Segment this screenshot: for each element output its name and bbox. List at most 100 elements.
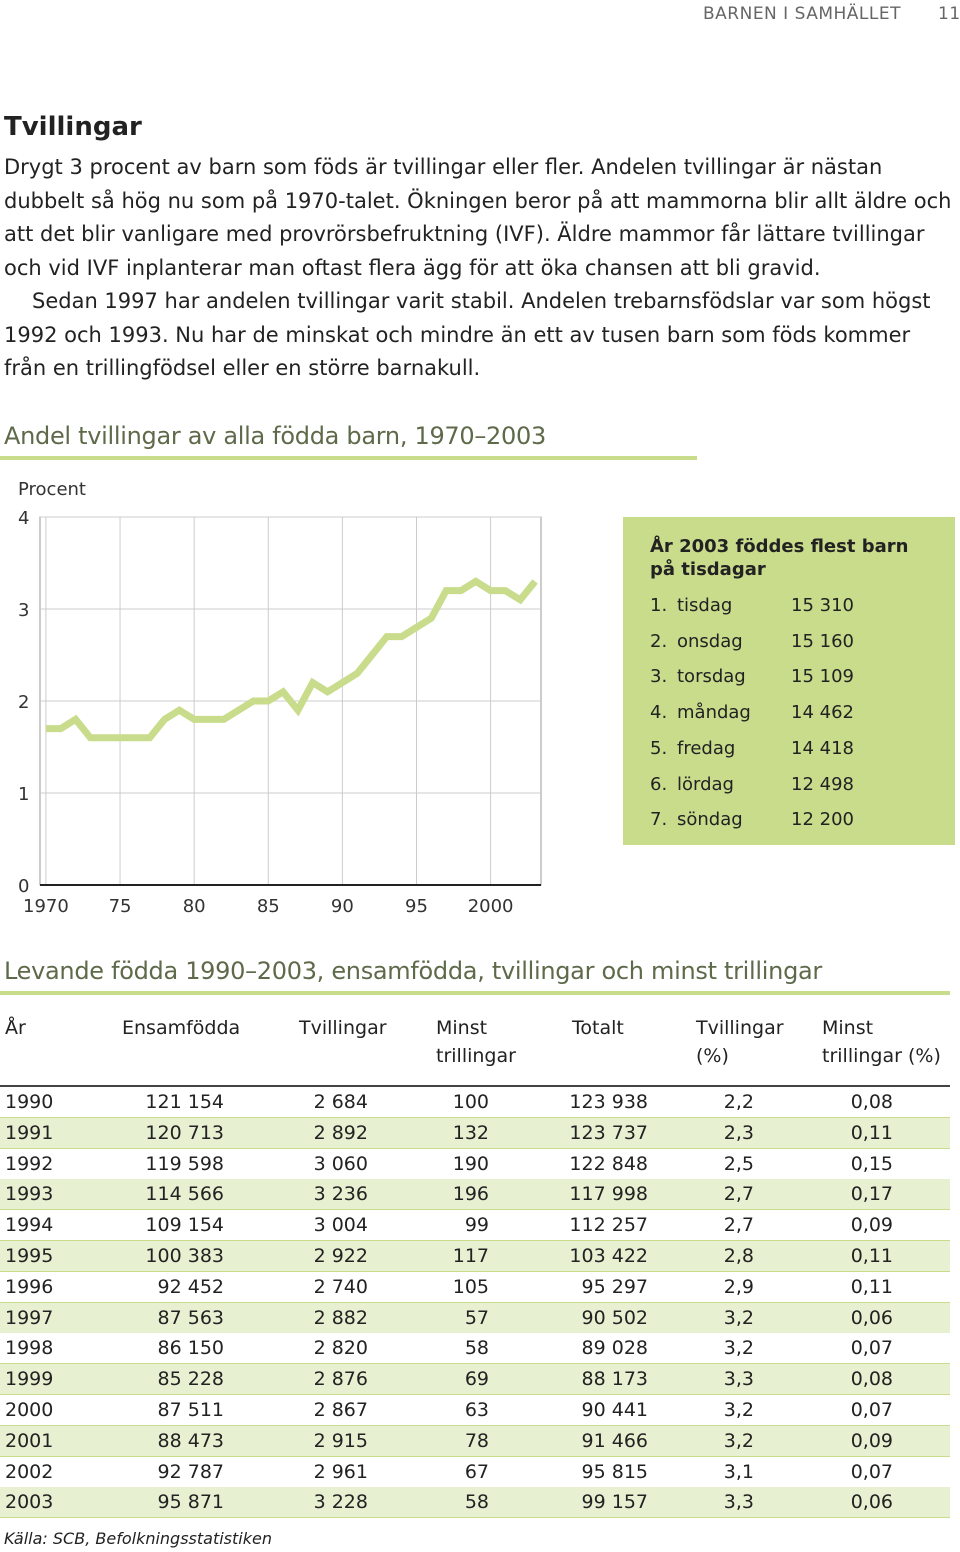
year-cell: 1996	[5, 1275, 54, 1298]
number-cell: 2,3	[723, 1121, 754, 1144]
number-cell: 99	[464, 1214, 489, 1237]
number-cell: 78	[464, 1429, 489, 1452]
box-title: År 2003 föddes flest barn på tisdagar	[650, 536, 909, 580]
number-cell: 89 028	[581, 1337, 648, 1360]
number-cell: 86 150	[157, 1337, 224, 1360]
year-cell: 1997	[5, 1306, 54, 1329]
table-row	[0, 1271, 950, 1303]
table-rule	[0, 1085, 950, 1087]
number-cell: 0,09	[850, 1429, 893, 1452]
number-cell: 112 257	[569, 1214, 648, 1237]
weekday: onsdag	[677, 630, 743, 652]
table-row	[0, 1179, 950, 1211]
number-cell: 190	[452, 1152, 489, 1175]
number-cell: 2 740	[313, 1275, 368, 1298]
number-cell: 119 598	[145, 1152, 224, 1175]
year-cell: 2000	[5, 1399, 54, 1421]
column-header: Tvillingar	[299, 1017, 387, 1039]
number-cell: 0,06	[850, 1306, 893, 1329]
table-row	[0, 1395, 950, 1426]
number-cell: 69	[464, 1368, 489, 1391]
title-rule	[0, 991, 950, 995]
number-cell: 123 737	[569, 1121, 648, 1144]
number-cell: 2 915	[313, 1429, 368, 1452]
number-cell: 0,07	[850, 1337, 893, 1360]
birth-count: 15 109	[791, 666, 854, 688]
rank: 4.	[650, 702, 668, 724]
y-tick-label: 3	[18, 600, 29, 621]
table-row	[0, 1210, 950, 1242]
number-cell: 2 820	[313, 1337, 368, 1360]
source: Källa: SCB, Befolkningsstatistiken	[4, 1529, 272, 1548]
number-cell: 2,8	[723, 1245, 754, 1267]
number-cell: 57	[464, 1306, 489, 1329]
year-cell: 2001	[5, 1429, 54, 1452]
table-row	[0, 1425, 950, 1457]
number-cell: 0,06	[850, 1491, 893, 1514]
rank: 2.	[650, 630, 668, 652]
number-cell: 92 452	[157, 1275, 224, 1298]
rank: 1.	[650, 595, 668, 616]
weekday: fredag	[677, 737, 736, 759]
number-cell: 0,15	[850, 1152, 893, 1175]
title-rule	[0, 456, 697, 460]
number-cell: 117 998	[569, 1183, 648, 1206]
number-cell: 0,17	[850, 1183, 893, 1206]
number-cell: 3,3	[723, 1368, 754, 1391]
number-cell: 3 228	[313, 1491, 368, 1514]
rank: 3.	[650, 666, 668, 688]
table-title: Levande födda 1990–2003, ensamfödda, tvi…	[4, 957, 822, 985]
x-tick-label: 1970	[23, 896, 69, 917]
number-cell: 87 563	[157, 1306, 224, 1329]
number-cell: 0,11	[850, 1275, 893, 1298]
number-cell: 0,11	[850, 1245, 893, 1267]
number-cell: 2 876	[313, 1368, 368, 1391]
number-cell: 63	[464, 1399, 489, 1421]
year-cell: 1998	[5, 1337, 54, 1360]
table-row	[0, 1241, 950, 1272]
table-row	[0, 1148, 950, 1180]
year-cell: 1993	[5, 1183, 54, 1206]
weekday: torsdag	[677, 666, 746, 688]
number-cell: 2,5	[723, 1152, 754, 1175]
column-header: Tvillingar (%)	[696, 1017, 784, 1067]
year-cell: 1992	[5, 1152, 54, 1175]
y-tick-label: 0	[18, 876, 29, 897]
x-tick-label: 95	[405, 896, 428, 917]
running-header: BARNEN I SAMHÄLLET	[703, 4, 901, 24]
number-cell: 58	[464, 1337, 489, 1360]
x-tick-label: 90	[331, 896, 354, 917]
number-cell: 2 961	[313, 1460, 368, 1483]
number-cell: 3,2	[723, 1306, 754, 1329]
number-cell: 105	[452, 1275, 489, 1298]
birth-count: 14 418	[791, 737, 854, 759]
number-cell: 2 892	[313, 1121, 368, 1144]
table-row	[0, 1302, 950, 1334]
table-row	[0, 1333, 950, 1365]
year-cell: 2003	[5, 1491, 54, 1514]
number-cell: 2,2	[723, 1091, 754, 1113]
column-header: Ensamfödda	[122, 1017, 241, 1039]
year-cell: 1999	[5, 1368, 54, 1391]
number-cell: 67	[464, 1460, 489, 1483]
rank: 5.	[650, 737, 668, 759]
y-tick-label: 4	[18, 508, 29, 529]
weekday: tisdag	[677, 595, 733, 616]
number-cell: 100 383	[145, 1245, 224, 1267]
number-cell: 95 297	[581, 1275, 648, 1298]
column-header: Minst trillingar	[436, 1017, 516, 1067]
number-cell: 196	[452, 1183, 489, 1206]
number-cell: 2 922	[313, 1245, 368, 1267]
birth-count: 12 200	[791, 809, 854, 831]
paragraph: Drygt 3 procent av barn som föds är tvil…	[4, 155, 952, 280]
number-cell: 0,08	[850, 1368, 893, 1391]
number-cell: 3 060	[313, 1152, 368, 1175]
y-axis-label: Procent	[18, 479, 86, 500]
number-cell: 92 787	[157, 1460, 224, 1483]
chart: Procent 0 1 2 3 4 1970 75 80 85 90 95 2000	[18, 479, 542, 917]
number-cell: 87 511	[157, 1399, 224, 1421]
number-cell: 121 154	[145, 1091, 224, 1113]
number-cell: 90 502	[581, 1306, 648, 1329]
rank: 6.	[650, 773, 668, 795]
